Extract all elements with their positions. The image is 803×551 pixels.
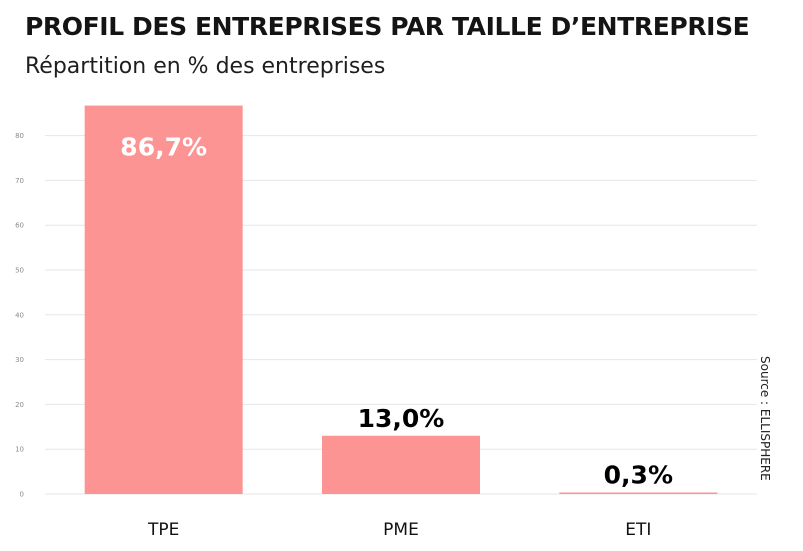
y-tick-label: 80 bbox=[15, 132, 24, 140]
data-label-pme: 13,0% bbox=[358, 404, 445, 433]
source-note: Source : ELLISPHERE bbox=[758, 356, 772, 481]
y-tick-label: 40 bbox=[15, 311, 24, 319]
bar-eti bbox=[559, 492, 718, 494]
y-tick-label: 10 bbox=[15, 446, 24, 454]
data-label-tpe: 86,7% bbox=[120, 133, 207, 162]
bar-pme bbox=[322, 435, 480, 494]
y-tick-label: 0 bbox=[20, 491, 24, 499]
y-axis-ticks: 0 10 20 30 40 50 60 70 80 bbox=[15, 132, 24, 498]
y-tick-label: 30 bbox=[15, 356, 24, 364]
data-labels: 86,7% 13,0% 0,3% bbox=[120, 133, 673, 490]
bar-tpe bbox=[84, 105, 243, 495]
x-axis-categories: TPE PME ETI bbox=[147, 520, 651, 540]
y-tick-label: 60 bbox=[15, 222, 24, 230]
x-category-label: ETI bbox=[625, 520, 651, 540]
y-tick-label: 20 bbox=[15, 401, 24, 409]
y-tick-label: 70 bbox=[15, 177, 24, 185]
y-tick-label: 50 bbox=[15, 267, 24, 275]
chart-subtitle: Répartition en % des entreprises bbox=[25, 54, 386, 79]
x-category-label: TPE bbox=[147, 520, 179, 540]
bars bbox=[84, 105, 718, 495]
chart-title: PROFIL DES ENTREPRISES PAR TAILLE D’ENTR… bbox=[25, 12, 750, 41]
x-category-label: PME bbox=[383, 520, 419, 540]
data-label-eti: 0,3% bbox=[604, 461, 673, 490]
